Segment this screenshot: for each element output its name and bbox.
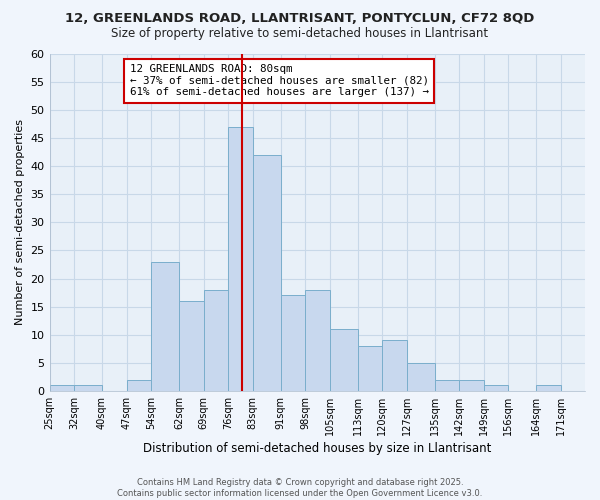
Bar bbox=[74, 385, 102, 391]
Bar bbox=[127, 380, 151, 391]
Bar bbox=[329, 329, 358, 391]
Bar bbox=[151, 262, 179, 391]
X-axis label: Distribution of semi-detached houses by size in Llantrisant: Distribution of semi-detached houses by … bbox=[143, 442, 491, 455]
Bar bbox=[228, 127, 253, 391]
Bar bbox=[281, 296, 305, 391]
Bar bbox=[382, 340, 407, 391]
Bar bbox=[434, 380, 459, 391]
Bar bbox=[203, 290, 228, 391]
Text: Contains HM Land Registry data © Crown copyright and database right 2025.
Contai: Contains HM Land Registry data © Crown c… bbox=[118, 478, 482, 498]
Bar bbox=[179, 301, 203, 391]
Bar bbox=[50, 385, 74, 391]
Bar bbox=[305, 290, 329, 391]
Y-axis label: Number of semi-detached properties: Number of semi-detached properties bbox=[15, 120, 25, 326]
Bar bbox=[536, 385, 560, 391]
Bar bbox=[407, 363, 434, 391]
Text: Size of property relative to semi-detached houses in Llantrisant: Size of property relative to semi-detach… bbox=[112, 28, 488, 40]
Bar bbox=[459, 380, 484, 391]
Text: 12 GREENLANDS ROAD: 80sqm
← 37% of semi-detached houses are smaller (82)
61% of : 12 GREENLANDS ROAD: 80sqm ← 37% of semi-… bbox=[130, 64, 429, 98]
Bar bbox=[358, 346, 382, 391]
Bar bbox=[484, 385, 508, 391]
Text: 12, GREENLANDS ROAD, LLANTRISANT, PONTYCLUN, CF72 8QD: 12, GREENLANDS ROAD, LLANTRISANT, PONTYC… bbox=[65, 12, 535, 26]
Bar bbox=[253, 155, 281, 391]
